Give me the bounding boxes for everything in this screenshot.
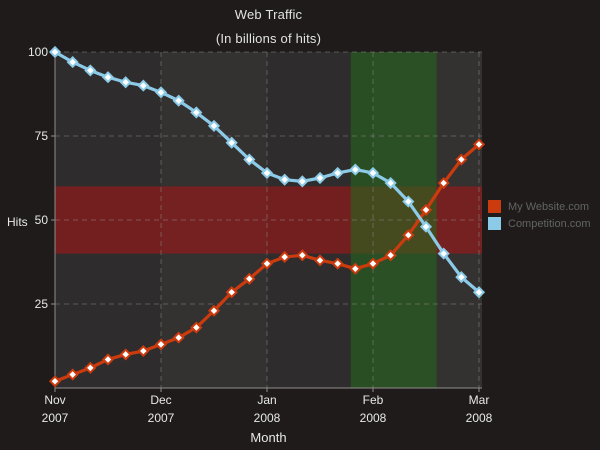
data-point-marker — [455, 271, 468, 284]
data-point-marker — [437, 176, 450, 190]
data-point-marker — [313, 254, 327, 267]
data-point-marker — [472, 286, 486, 299]
x-tick-month-label: Dec — [150, 393, 172, 407]
legend-item-my-website: My Website.com — [488, 200, 591, 213]
data-point-marker — [313, 171, 327, 185]
data-point-marker — [437, 247, 450, 260]
data-point-marker — [154, 86, 168, 99]
legend-label-competition: Competition.com — [508, 217, 591, 230]
data-point-marker — [419, 203, 433, 217]
data-point-marker — [472, 138, 486, 151]
legend-label-my-website: My Website.com — [508, 200, 590, 213]
x-tick-year-label: 2008 — [359, 411, 387, 425]
legend: My Website.com Competition.com — [488, 200, 591, 234]
data-point-marker — [84, 64, 97, 77]
y-tick-label: 100 — [27, 45, 48, 59]
data-point-marker — [260, 166, 274, 180]
data-point-marker — [190, 321, 203, 334]
data-point-marker — [119, 348, 132, 361]
data-point-marker — [366, 166, 380, 180]
page-subtitle: (In billions of hits) — [215, 31, 322, 46]
y-tick-label: 50 — [34, 213, 48, 227]
data-point-marker — [243, 272, 256, 285]
data-point-marker — [243, 153, 256, 166]
data-point-marker — [154, 338, 168, 351]
data-point-marker — [101, 71, 115, 84]
data-point-marker — [296, 175, 309, 188]
data-point-marker — [296, 249, 309, 262]
x-axis-label: Month — [250, 430, 287, 445]
data-point-marker — [419, 220, 433, 233]
data-point-marker — [119, 76, 132, 89]
data-point-marker — [402, 229, 415, 242]
data-point-marker — [349, 163, 362, 176]
data-point-marker — [278, 250, 291, 264]
data-point-marker — [172, 94, 185, 107]
x-tick-year-label: 2008 — [253, 411, 281, 425]
data-point-marker — [137, 344, 150, 358]
data-point-marker — [48, 375, 62, 388]
data-point-marker — [384, 249, 397, 262]
data-point-marker — [366, 257, 380, 270]
data-point-marker — [455, 153, 468, 166]
data-point-marker — [207, 304, 221, 317]
data-point-marker — [190, 106, 203, 119]
data-point-marker — [278, 173, 291, 186]
data-point-marker — [137, 79, 150, 92]
legend-swatch-competition — [488, 217, 501, 230]
data-point-marker — [260, 257, 274, 270]
x-tick-year-label: 2008 — [465, 411, 493, 425]
data-point-marker — [172, 331, 185, 344]
data-point-marker — [225, 136, 238, 149]
x-tick-month-label: Nov — [44, 393, 66, 407]
data-point-marker — [66, 368, 79, 381]
data-point-marker — [331, 257, 344, 270]
x-tick-month-label: Jan — [257, 393, 277, 407]
data-point-marker — [349, 262, 362, 275]
x-tick-month-label: Mar — [468, 393, 490, 407]
data-point-marker — [402, 195, 415, 208]
data-point-marker — [207, 119, 221, 133]
legend-item-competition: Competition.com — [488, 217, 591, 230]
x-tick-month-label: Feb — [362, 393, 384, 407]
data-point-marker — [384, 176, 397, 190]
data-point-marker — [101, 353, 115, 366]
data-point-marker — [225, 286, 238, 299]
data-point-marker — [66, 55, 79, 69]
y-tick-label: 25 — [34, 297, 48, 311]
page-title: Web Traffic — [234, 7, 303, 22]
y-tick-label: 75 — [34, 129, 48, 143]
y-axis-label: Hits — [7, 215, 28, 229]
data-point-marker — [48, 45, 62, 59]
x-tick-year-label: 2007 — [41, 411, 69, 425]
data-point-marker — [84, 361, 97, 374]
data-point-marker — [331, 166, 344, 180]
x-tick-year-label: 2007 — [147, 411, 175, 425]
legend-swatch-my-website — [488, 200, 501, 213]
